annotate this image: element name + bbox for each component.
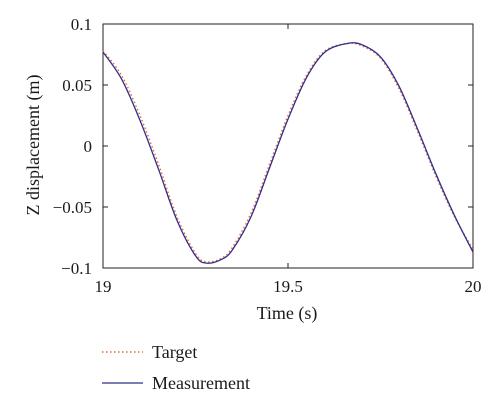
- y-tick-label: 0.05: [62, 76, 92, 95]
- series-line-measurement: [102, 42, 474, 264]
- y-axis-label: Z displacement (m): [23, 75, 44, 216]
- x-tick-label: 20: [465, 277, 482, 296]
- y-tick-label: −0.1: [61, 259, 92, 278]
- legend-label-target: Target: [152, 342, 197, 362]
- y-tick-label: 0.1: [71, 15, 92, 34]
- x-axis-label: Time (s): [257, 303, 318, 324]
- y-tick-label: 0: [84, 137, 93, 156]
- y-tick-label: −0.05: [53, 198, 92, 217]
- series-line-target: [102, 42, 474, 263]
- tick-labels: 19 19.5 20 0.1 0.05 0 −0.05 −0.1: [53, 15, 482, 296]
- x-tick-label: 19.5: [273, 277, 303, 296]
- legend: Target Measurement: [102, 342, 250, 393]
- axis-ticks: [102, 23, 474, 269]
- plot-frame: [102, 23, 474, 269]
- x-tick-label: 19: [95, 277, 112, 296]
- legend-label-measurement: Measurement: [152, 373, 250, 393]
- series-layer: [102, 42, 474, 264]
- plot-area: [102, 23, 474, 269]
